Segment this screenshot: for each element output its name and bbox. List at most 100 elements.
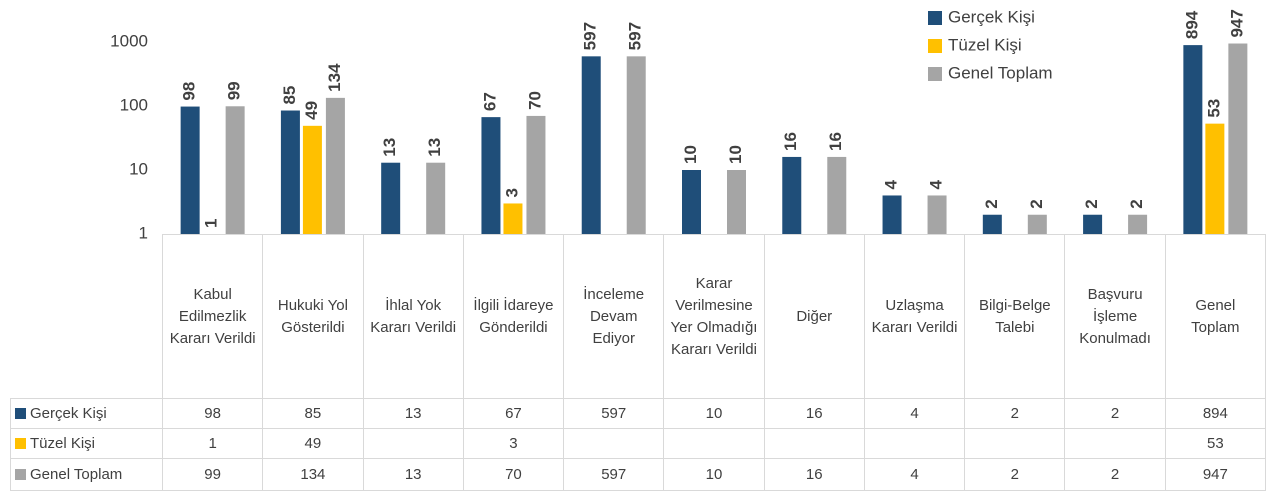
table-cell <box>563 428 665 459</box>
table-cell: 10 <box>663 398 765 429</box>
table-cell <box>863 428 966 459</box>
table-cell <box>1064 428 1166 459</box>
bar <box>302 125 322 234</box>
y-tick-label: 1000 <box>110 31 148 50</box>
table-cell <box>663 428 765 459</box>
bar <box>180 106 200 234</box>
table-cell: 13 <box>362 458 464 491</box>
data-label: 2 <box>1127 199 1146 208</box>
table-cell: 597 <box>563 398 665 429</box>
bar <box>927 195 947 234</box>
table-cell: 85 <box>262 398 364 429</box>
y-tick-label: 100 <box>120 95 148 114</box>
table-series-name: Tüzel Kişi <box>30 434 96 452</box>
category-label: Genel Toplam <box>1164 234 1266 399</box>
table-cell: 49 <box>262 428 364 459</box>
bar <box>1183 45 1203 235</box>
data-label: 597 <box>581 22 600 50</box>
data-label: 2 <box>982 199 1001 208</box>
category-label: Bilgi-Belge Talebi <box>964 234 1066 399</box>
data-label: 3 <box>502 188 521 197</box>
table-cell: 4 <box>863 398 966 429</box>
legend-swatch <box>928 39 942 53</box>
table-series-name: Genel Toplam <box>30 465 123 483</box>
data-label: 70 <box>525 91 544 110</box>
legend-swatch <box>15 408 26 419</box>
data-label: 597 <box>626 22 645 50</box>
bar <box>503 203 523 234</box>
table-cell: 16 <box>763 398 865 429</box>
table-cell: 2 <box>1064 398 1166 429</box>
legend-swatch <box>15 438 26 449</box>
category-label: İhlal Yok Kararı Verildi <box>362 234 464 399</box>
bar <box>426 162 446 234</box>
bar <box>381 162 401 234</box>
bar <box>1205 123 1225 234</box>
table-cell: 99 <box>162 458 264 491</box>
category-label: Başvuru İşleme Konulmadı <box>1064 234 1166 399</box>
data-label: 10 <box>681 145 700 164</box>
category-label: Uzlaşma Kararı Verildi <box>863 234 966 399</box>
data-label: 16 <box>826 132 845 151</box>
data-label: 53 <box>1204 99 1223 118</box>
data-label: 13 <box>380 138 399 157</box>
table-cell: 10 <box>663 458 765 491</box>
bar <box>1228 43 1248 235</box>
data-label: 894 <box>1182 10 1201 39</box>
table-cell: 134 <box>262 458 364 491</box>
bar <box>481 117 501 234</box>
table-cell: 67 <box>462 398 565 429</box>
table-cell: 4 <box>863 458 966 491</box>
bar <box>325 97 345 234</box>
table-cell: 894 <box>1164 398 1266 429</box>
bar <box>882 195 902 234</box>
data-label: 4 <box>927 179 946 189</box>
table-cell <box>964 428 1066 459</box>
table-cell: 70 <box>462 458 565 491</box>
category-label: İlgili İdareye Gönderildi <box>462 234 565 399</box>
bar <box>526 115 546 234</box>
legend-swatch <box>15 469 26 480</box>
bar <box>280 110 300 234</box>
bar <box>1027 214 1047 234</box>
legend-label: Genel Toplam <box>948 63 1053 82</box>
table-cell: 16 <box>763 458 865 491</box>
table-cell: 2 <box>1064 458 1166 491</box>
legend-label: Gerçek Kişi <box>948 7 1035 26</box>
data-label: 98 <box>180 82 199 101</box>
table-cell: 947 <box>1164 458 1266 491</box>
bar <box>982 214 1002 234</box>
data-label: 85 <box>280 86 299 105</box>
table-legend: Tüzel Kişi <box>10 428 163 459</box>
table-cell: 98 <box>162 398 264 429</box>
y-tick-label: 1 <box>139 223 148 242</box>
category-label: Karar Verilmesine Yer Olmadığı Kararı Ve… <box>663 234 765 399</box>
category-label: İnceleme Devam Ediyor <box>563 234 665 399</box>
data-label: 67 <box>480 92 499 111</box>
data-label: 2 <box>1027 199 1046 208</box>
bar <box>827 156 847 234</box>
data-label: 134 <box>325 63 344 92</box>
table-cell <box>763 428 865 459</box>
data-label: 99 <box>225 81 244 100</box>
data-label: 947 <box>1227 9 1246 37</box>
legend-swatch <box>928 67 942 81</box>
bar <box>225 106 245 234</box>
table-cell: 1 <box>162 428 264 459</box>
table-legend: Gerçek Kişi <box>10 398 163 429</box>
table-cell: 13 <box>362 398 464 429</box>
table-cell: 597 <box>563 458 665 491</box>
category-label: Hukuki Yol Gösterildi <box>262 234 364 399</box>
table-cell: 53 <box>1164 428 1266 459</box>
bar <box>1083 214 1103 234</box>
table-legend: Genel Toplam <box>10 458 163 491</box>
y-tick-label: 10 <box>129 159 148 178</box>
bar <box>581 56 601 234</box>
bar <box>1128 214 1148 234</box>
data-label: 4 <box>882 179 901 189</box>
data-label: 10 <box>726 145 745 164</box>
data-label: 2 <box>1082 199 1101 208</box>
table-cell: 3 <box>462 428 565 459</box>
